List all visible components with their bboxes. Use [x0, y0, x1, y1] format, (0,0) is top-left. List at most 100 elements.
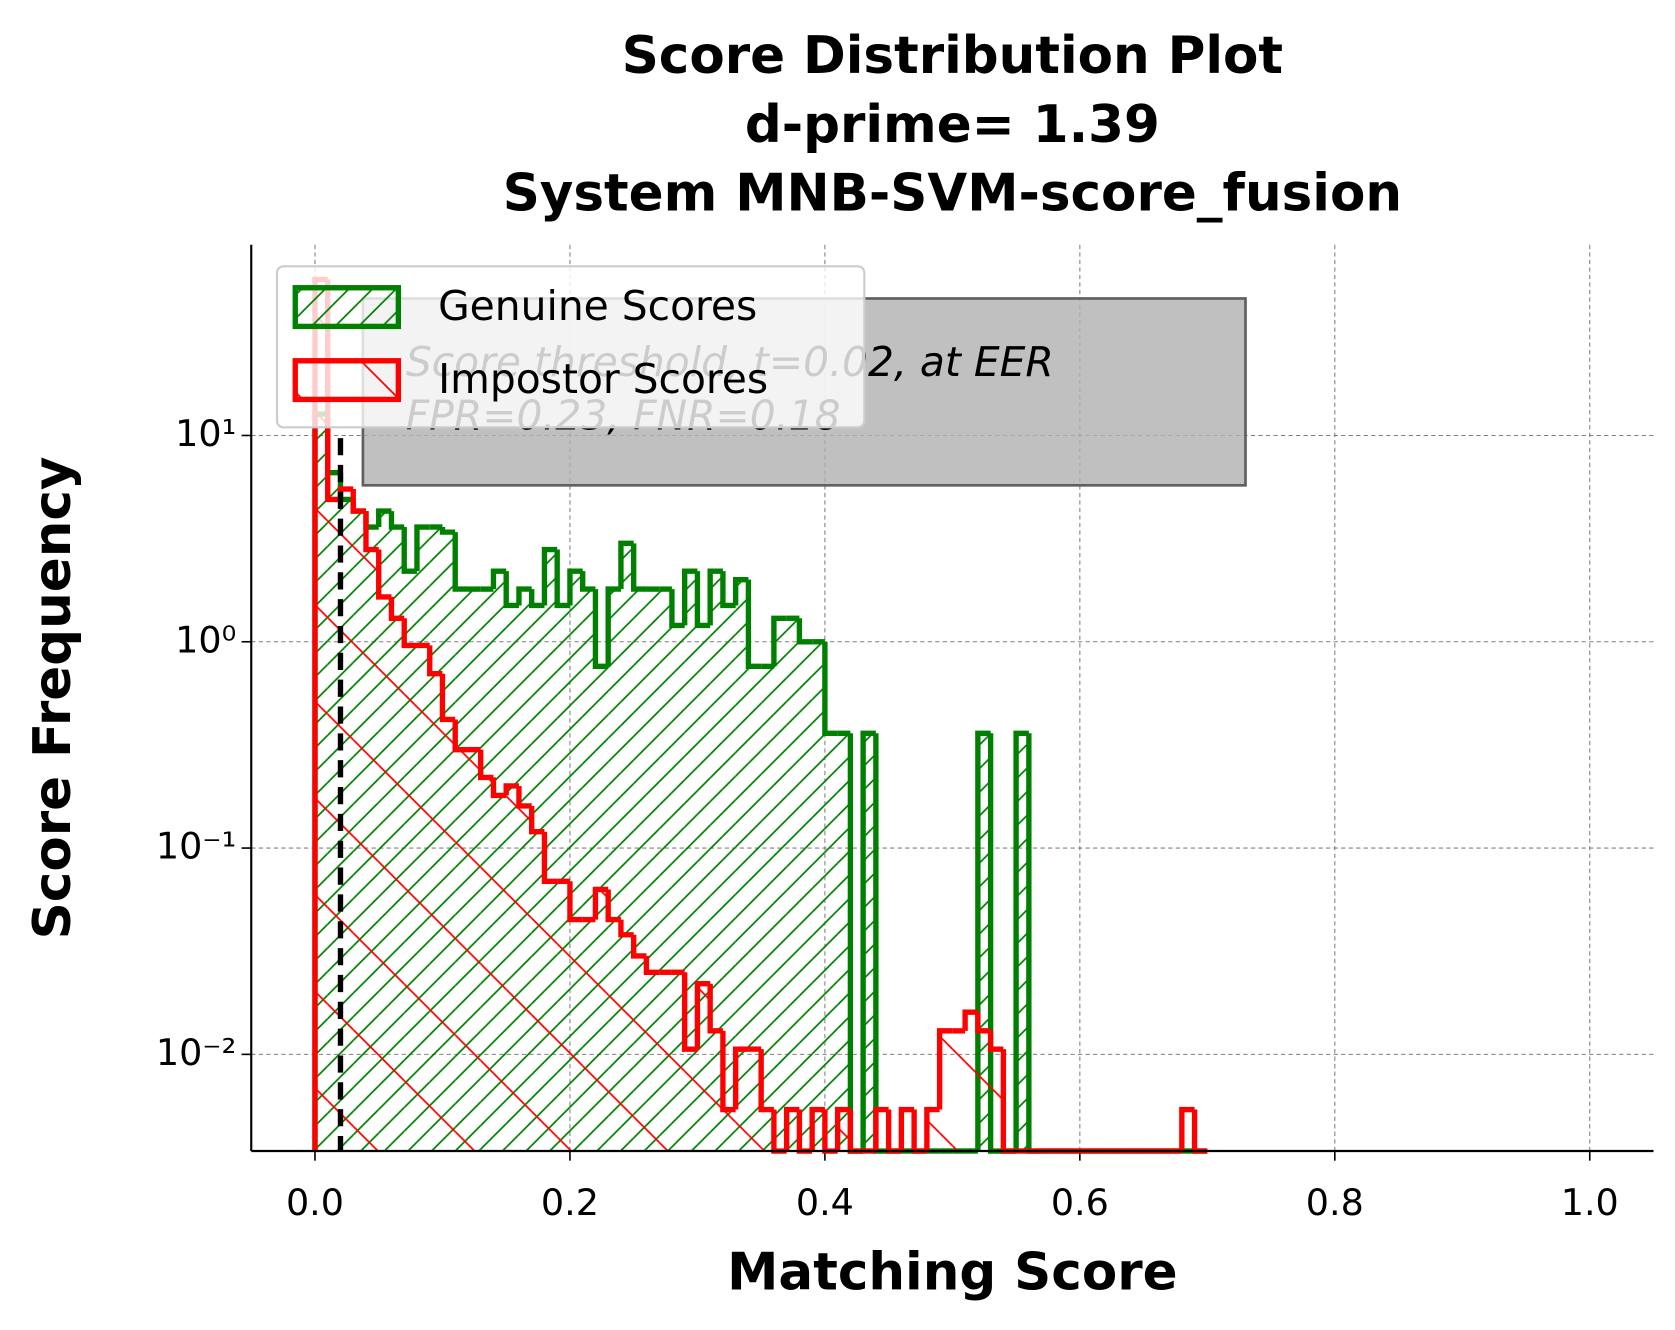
x-tick-label: 0.6	[1051, 1181, 1109, 1224]
histogram-bar	[595, 889, 609, 1152]
x-axis-label: Matching Score	[727, 1243, 1177, 1303]
histogram-bar	[735, 579, 749, 1152]
histogram-bar	[786, 618, 800, 1152]
plot-root: Score Distribution Plot d-prime= 1.39 Syst…	[23, 26, 1654, 1303]
histogram-outline	[630, 934, 647, 959]
histogram-outline	[694, 571, 711, 629]
histogram-bar	[416, 645, 430, 1152]
histogram-outline	[529, 805, 545, 835]
histogram-outline	[363, 511, 379, 553]
histogram-bar	[314, 279, 328, 1152]
histogram-outline	[414, 524, 430, 572]
chart-title: System MNB-SVM-score_fusion	[503, 163, 1402, 223]
histogram-bar	[633, 955, 647, 1152]
histogram-bar	[671, 972, 685, 1152]
histogram-bar	[939, 1030, 953, 1152]
histogram-bar	[901, 1109, 915, 1152]
legend: Genuine Scores Impostor Scores	[275, 265, 866, 429]
histogram-bar	[684, 571, 698, 1152]
histogram-outline	[732, 576, 749, 606]
histogram-bar	[391, 618, 405, 1152]
histogram-outline	[936, 1028, 953, 1110]
histogram-bar	[518, 805, 532, 1152]
histogram-bar	[684, 1049, 698, 1152]
histogram-outline	[439, 673, 456, 723]
histogram-bar	[378, 596, 392, 1152]
histogram-bar	[990, 1049, 1004, 1152]
histogram-outline	[898, 1106, 915, 1152]
histogram-bar	[531, 831, 545, 1152]
histogram-outline	[758, 1049, 774, 1113]
histogram-bar	[761, 666, 774, 1152]
histogram-outline	[452, 532, 468, 592]
histogram-bar	[353, 511, 366, 1152]
histogram-outline	[822, 641, 838, 736]
histogram-outline	[350, 489, 366, 514]
histogram-outline	[681, 568, 698, 626]
histogram-bar	[506, 785, 519, 1152]
histogram-outline	[707, 983, 723, 1034]
histogram-outline	[554, 549, 570, 609]
histogram-bar	[837, 733, 851, 1152]
histogram-bar	[824, 733, 838, 1152]
histogram-bar	[952, 1030, 966, 1152]
histogram-bar	[557, 881, 570, 1152]
histogram-bar	[569, 919, 583, 1152]
histogram-outline	[503, 571, 519, 609]
x-tick-label: 0.0	[286, 1181, 344, 1224]
histogram-bar	[977, 1030, 991, 1152]
histogram-outline	[962, 1009, 978, 1031]
histogram-outline	[516, 785, 532, 809]
histogram-bar	[442, 719, 456, 1152]
histogram-bar	[710, 1030, 723, 1152]
histogram-outline	[388, 511, 405, 530]
histogram-outline	[873, 733, 889, 1154]
histogram-outline	[707, 568, 723, 626]
histogram-outline	[618, 540, 634, 590]
histogram-outline	[1191, 1109, 1208, 1154]
histogram-bar	[404, 645, 417, 1152]
histogram-outline	[427, 645, 443, 677]
histogram-bar	[467, 749, 481, 1152]
histogram-outline	[529, 589, 545, 609]
histogram-outline	[643, 955, 660, 975]
histogram-series	[312, 276, 1208, 1154]
histogram-outline	[618, 919, 634, 938]
histogram-bar	[748, 666, 762, 1152]
legend-label: Genuine Scores	[438, 282, 757, 330]
histogram-outline	[541, 546, 558, 606]
histogram-outline	[567, 881, 583, 923]
histogram-bar	[697, 983, 711, 1152]
x-tick-label: 0.2	[541, 1181, 599, 1224]
legend-frame	[275, 265, 866, 429]
y-axis-label: Score Frequency	[23, 456, 83, 939]
histogram-bar	[608, 919, 621, 1152]
histogram-bar	[761, 1109, 774, 1152]
histogram-bar	[722, 605, 736, 1152]
histogram-outline	[1026, 733, 1042, 1154]
histogram-outline	[490, 777, 507, 799]
histogram-outline	[694, 981, 711, 1050]
histogram-outline	[401, 527, 417, 574]
histogram-outline	[503, 783, 519, 796]
histogram-outline	[376, 549, 392, 600]
x-tick-label: 1.0	[1561, 1181, 1619, 1224]
histogram-outline	[1179, 1106, 1195, 1152]
histogram-bar	[735, 1049, 749, 1152]
histogram-outline	[796, 618, 813, 645]
histogram-bar	[965, 1012, 978, 1152]
histogram-outline	[1013, 730, 1029, 1152]
histogram-outline	[745, 579, 762, 670]
histogram-bar	[863, 733, 876, 1152]
histogram-bar	[620, 934, 634, 1152]
histogram-bar	[926, 1109, 940, 1152]
histogram-bar	[646, 972, 660, 1152]
histogram-bar	[480, 777, 494, 1152]
histogram-outline	[975, 1012, 991, 1034]
histogram-outline	[452, 719, 468, 753]
histogram-bar	[773, 618, 787, 1152]
histogram-bar	[812, 1109, 825, 1152]
histogram-outline	[924, 1106, 940, 1152]
histogram-outline	[376, 508, 392, 528]
